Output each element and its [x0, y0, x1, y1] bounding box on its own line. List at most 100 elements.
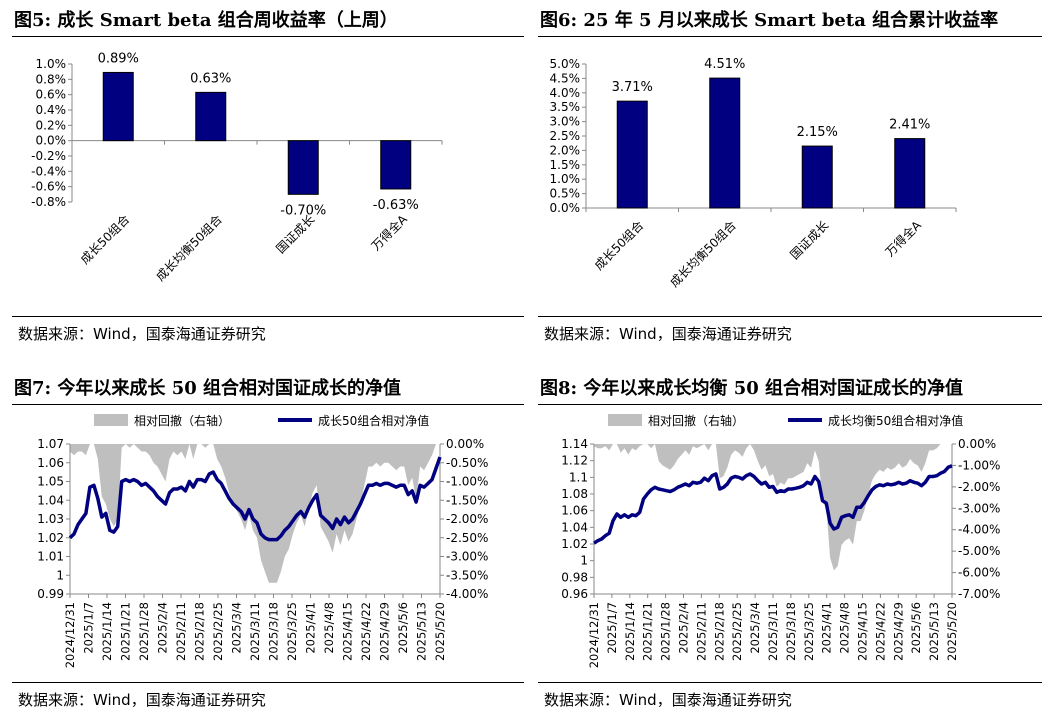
y-tick-label: 5.0% — [550, 57, 581, 71]
x-tick-label: 2025/3/4 — [230, 602, 244, 654]
y-right-tick-label: 0.00% — [958, 437, 996, 451]
x-tick-label: 2025/4/29 — [891, 602, 905, 661]
x-tick-label: 2025/4/22 — [873, 602, 887, 661]
bar-chart-weekly-return: 1.0%0.8%0.6%0.4%0.2%0.0%-0.2%-0.4%-0.6%-… — [31, 51, 443, 284]
bar — [102, 71, 134, 142]
source-note: 数据来源：Wind，国泰海通证券研究 — [18, 691, 266, 709]
y-right-tick-label: -4.00% — [446, 587, 488, 601]
bar — [709, 77, 741, 209]
bar — [380, 140, 412, 190]
x-tick-label: 成长均衡50组合 — [153, 212, 225, 284]
x-tick-label: 2025/4/1 — [820, 602, 834, 654]
bar — [287, 140, 319, 195]
source-rule — [12, 316, 524, 317]
x-tick-label: 2025/5/13 — [415, 602, 429, 661]
x-tick-label: 2025/2/25 — [730, 602, 744, 661]
legend-label-line: 成长50组合相对净值 — [318, 413, 429, 428]
bar — [894, 138, 926, 209]
y-tick-label: 0.8% — [36, 72, 67, 86]
legend-label-area: 相对回撤（右轴） — [648, 413, 744, 428]
x-tick-label: 成长50组合 — [77, 212, 132, 267]
data-label: 4.51% — [704, 57, 745, 72]
y-tick-label: 0.0% — [550, 201, 581, 215]
y-tick-label: 2.5% — [550, 129, 581, 143]
x-tick-label: 2025/2/4 — [677, 602, 691, 654]
y-tick-label: 0.0% — [36, 134, 67, 148]
y-tick-label: -0.4% — [31, 164, 66, 178]
panel-fig6: 图6: 25 年 5 月以来成长 Smart beta 组合累计收益率 5.0%… — [538, 0, 1042, 352]
legend-label-line: 成长均衡50组合相对净值 — [828, 413, 963, 428]
y-left-tick-label: 1.04 — [561, 520, 588, 534]
data-label: 2.15% — [797, 125, 838, 140]
x-tick-label: 2025/5/13 — [927, 602, 941, 661]
x-tick-label: 2025/3/11 — [766, 602, 780, 661]
data-label: -0.70% — [280, 203, 326, 218]
y-right-tick-label: -2.00% — [446, 512, 488, 526]
title-rule — [12, 36, 524, 37]
x-tick-label: 2025/3/11 — [248, 602, 262, 661]
x-tick-label: 2025/2/4 — [156, 602, 170, 654]
y-tick-label: 4.0% — [550, 86, 581, 100]
title-rule — [538, 36, 1042, 37]
x-tick-label: 2025/2/25 — [211, 602, 225, 661]
x-tick-label: 成长均衡50组合 — [667, 218, 739, 290]
x-tick-label: 2025/1/7 — [605, 602, 619, 654]
y-right-tick-label: -3.00% — [958, 501, 1000, 515]
data-label: 0.89% — [98, 51, 139, 66]
y-left-tick-label: 1 — [56, 568, 64, 582]
x-tick-label: 2025/1/28 — [137, 602, 151, 661]
y-tick-label: -0.8% — [31, 195, 66, 209]
y-right-tick-label: -1.00% — [958, 458, 1000, 472]
data-label: 0.63% — [190, 71, 231, 86]
x-tick-label: 2025/4/1 — [304, 602, 318, 654]
x-tick-label: 2025/2/11 — [694, 602, 708, 661]
y-left-tick-label: 1.06 — [561, 504, 588, 518]
y-left-tick-label: 1.12 — [561, 454, 588, 468]
y-tick-label: 2.0% — [550, 143, 581, 157]
x-tick-label: 2025/4/8 — [838, 602, 852, 654]
x-tick-label: 2025/1/14 — [100, 602, 114, 661]
y-tick-label: 1.0% — [36, 57, 67, 71]
y-right-tick-label: 0.00% — [446, 437, 484, 451]
x-tick-label: 2025/5/6 — [909, 602, 923, 654]
y-right-tick-label: -1.50% — [446, 493, 488, 507]
x-tick-label: 2025/1/14 — [623, 602, 637, 661]
legend-swatch-area — [94, 414, 128, 426]
y-right-tick-label: -4.00% — [958, 523, 1000, 537]
y-left-tick-label: 1.05 — [37, 475, 64, 489]
bar-chart-cumulative-return: 5.0%4.5%4.0%3.5%3.0%2.5%2.0%1.5%1.0%0.5%… — [550, 57, 957, 290]
y-left-tick-label: 1 — [580, 554, 588, 568]
x-tick-label: 2024/12/31 — [63, 602, 77, 668]
y-tick-label: -0.2% — [31, 149, 66, 163]
source-note: 数据来源：Wind，国泰海通证券研究 — [18, 325, 266, 343]
chart-title: 图5: 成长 Smart beta 组合周收益率（上周） — [14, 10, 398, 31]
panel-fig7: 图7: 今年以来成长 50 组合相对国证成长的净值 1.07 1.06 1.05 1.… — [12, 364, 524, 717]
x-tick-label: 2025/5/20 — [433, 602, 447, 661]
y-left-tick-label: 0.96 — [561, 587, 588, 601]
y-left-tick-label: 1.07 — [37, 437, 64, 451]
y-left-tick-label: 1.04 — [37, 493, 64, 507]
chart-title: 图7: 今年以来成长 50 组合相对国证成长的净值 — [14, 378, 402, 399]
x-tick-label: 2025/3/25 — [285, 602, 299, 661]
x-tick-label: 2025/5/20 — [945, 602, 959, 661]
source-rule — [538, 682, 1042, 683]
series-nav-line — [593, 464, 953, 545]
y-tick-label: 0.6% — [36, 88, 67, 102]
x-tick-label: 2025/5/6 — [396, 602, 410, 654]
y-left-tick-label: 1.01 — [37, 550, 64, 564]
x-tick-label: 2025/1/21 — [119, 602, 133, 661]
y-tick-label: 1.0% — [550, 172, 581, 186]
x-tick-label: 2025/1/7 — [82, 602, 96, 654]
title-rule — [12, 404, 524, 405]
panel-fig5: 图5: 成长 Smart beta 组合周收益率（上周） 1.0% 0.8% 0.6… — [12, 0, 524, 352]
data-label: -0.63% — [373, 198, 419, 213]
source-rule — [12, 682, 524, 683]
y-left-tick-label: 1.02 — [37, 531, 64, 545]
y-right-tick-label: -7.00% — [958, 587, 1000, 601]
x-tick-label: 2025/3/4 — [748, 602, 762, 654]
x-tick-label: 2025/1/28 — [659, 602, 673, 661]
x-tick-label: 2025/4/22 — [359, 602, 373, 661]
y-tick-label: 0.4% — [36, 103, 67, 117]
x-tick-label: 2025/1/21 — [641, 602, 655, 661]
y-right-tick-label: -3.00% — [446, 550, 488, 564]
